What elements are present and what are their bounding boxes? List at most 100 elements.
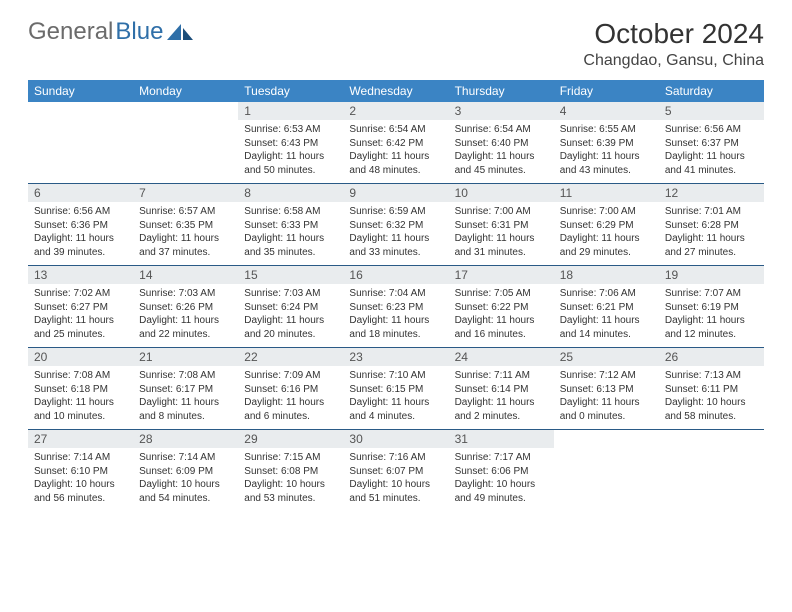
day-cell: 28Sunrise: 7:14 AMSunset: 6:09 PMDayligh… [133, 430, 238, 512]
day-cell: 21Sunrise: 7:08 AMSunset: 6:17 PMDayligh… [133, 348, 238, 430]
day-cell: 24Sunrise: 7:11 AMSunset: 6:14 PMDayligh… [449, 348, 554, 430]
day-cell [659, 430, 764, 512]
day-number: 6 [28, 184, 133, 202]
day-body: Sunrise: 7:05 AMSunset: 6:22 PMDaylight:… [449, 284, 554, 347]
day-number: 3 [449, 102, 554, 120]
calendar-table: Sunday Monday Tuesday Wednesday Thursday… [28, 80, 764, 511]
day-cell: 12Sunrise: 7:01 AMSunset: 6:28 PMDayligh… [659, 184, 764, 266]
day-number: 30 [343, 430, 448, 448]
day-number: 10 [449, 184, 554, 202]
day-cell: 22Sunrise: 7:09 AMSunset: 6:16 PMDayligh… [238, 348, 343, 430]
day-body: Sunrise: 7:00 AMSunset: 6:29 PMDaylight:… [554, 202, 659, 265]
week-row: 20Sunrise: 7:08 AMSunset: 6:18 PMDayligh… [28, 348, 764, 430]
location-subtitle: Changdao, Gansu, China [583, 52, 764, 70]
day-cell: 7Sunrise: 6:57 AMSunset: 6:35 PMDaylight… [133, 184, 238, 266]
day-cell: 26Sunrise: 7:13 AMSunset: 6:11 PMDayligh… [659, 348, 764, 430]
day-number: 13 [28, 266, 133, 284]
header: GeneralBlue October 2024 Changdao, Gansu… [28, 18, 764, 70]
day-body: Sunrise: 6:54 AMSunset: 6:42 PMDaylight:… [343, 120, 448, 183]
day-cell: 9Sunrise: 6:59 AMSunset: 6:32 PMDaylight… [343, 184, 448, 266]
dayhead-fri: Friday [554, 80, 659, 102]
week-row: 1Sunrise: 6:53 AMSunset: 6:43 PMDaylight… [28, 102, 764, 184]
day-number: 22 [238, 348, 343, 366]
dayhead-mon: Monday [133, 80, 238, 102]
day-number: 5 [659, 102, 764, 120]
day-cell: 8Sunrise: 6:58 AMSunset: 6:33 PMDaylight… [238, 184, 343, 266]
day-number: 27 [28, 430, 133, 448]
day-cell: 16Sunrise: 7:04 AMSunset: 6:23 PMDayligh… [343, 266, 448, 348]
day-body: Sunrise: 7:14 AMSunset: 6:10 PMDaylight:… [28, 448, 133, 511]
day-cell [28, 102, 133, 184]
day-number: 4 [554, 102, 659, 120]
logo-sail-icon [167, 22, 195, 42]
day-body: Sunrise: 7:11 AMSunset: 6:14 PMDaylight:… [449, 366, 554, 429]
dayhead-sat: Saturday [659, 80, 764, 102]
week-row: 27Sunrise: 7:14 AMSunset: 6:10 PMDayligh… [28, 430, 764, 512]
day-body: Sunrise: 7:17 AMSunset: 6:06 PMDaylight:… [449, 448, 554, 511]
day-body: Sunrise: 7:13 AMSunset: 6:11 PMDaylight:… [659, 366, 764, 429]
day-number: 28 [133, 430, 238, 448]
day-cell: 6Sunrise: 6:56 AMSunset: 6:36 PMDaylight… [28, 184, 133, 266]
day-cell: 25Sunrise: 7:12 AMSunset: 6:13 PMDayligh… [554, 348, 659, 430]
day-cell: 13Sunrise: 7:02 AMSunset: 6:27 PMDayligh… [28, 266, 133, 348]
day-body: Sunrise: 7:10 AMSunset: 6:15 PMDaylight:… [343, 366, 448, 429]
day-body: Sunrise: 6:54 AMSunset: 6:40 PMDaylight:… [449, 120, 554, 183]
day-body: Sunrise: 6:55 AMSunset: 6:39 PMDaylight:… [554, 120, 659, 183]
day-number: 25 [554, 348, 659, 366]
day-cell: 18Sunrise: 7:06 AMSunset: 6:21 PMDayligh… [554, 266, 659, 348]
logo: GeneralBlue [28, 18, 195, 46]
day-number: 16 [343, 266, 448, 284]
day-number: 29 [238, 430, 343, 448]
day-number: 2 [343, 102, 448, 120]
day-number: 31 [449, 430, 554, 448]
day-body: Sunrise: 7:14 AMSunset: 6:09 PMDaylight:… [133, 448, 238, 511]
day-number: 12 [659, 184, 764, 202]
day-body: Sunrise: 7:02 AMSunset: 6:27 PMDaylight:… [28, 284, 133, 347]
day-number: 20 [28, 348, 133, 366]
day-body: Sunrise: 7:12 AMSunset: 6:13 PMDaylight:… [554, 366, 659, 429]
day-cell: 4Sunrise: 6:55 AMSunset: 6:39 PMDaylight… [554, 102, 659, 184]
day-body: Sunrise: 7:08 AMSunset: 6:17 PMDaylight:… [133, 366, 238, 429]
day-cell: 1Sunrise: 6:53 AMSunset: 6:43 PMDaylight… [238, 102, 343, 184]
day-cell: 14Sunrise: 7:03 AMSunset: 6:26 PMDayligh… [133, 266, 238, 348]
day-number: 9 [343, 184, 448, 202]
day-body: Sunrise: 7:15 AMSunset: 6:08 PMDaylight:… [238, 448, 343, 511]
day-cell: 3Sunrise: 6:54 AMSunset: 6:40 PMDaylight… [449, 102, 554, 184]
day-cell: 17Sunrise: 7:05 AMSunset: 6:22 PMDayligh… [449, 266, 554, 348]
day-number: 11 [554, 184, 659, 202]
day-cell: 10Sunrise: 7:00 AMSunset: 6:31 PMDayligh… [449, 184, 554, 266]
day-body: Sunrise: 7:04 AMSunset: 6:23 PMDaylight:… [343, 284, 448, 347]
logo-word1: General [28, 18, 113, 46]
day-number: 18 [554, 266, 659, 284]
day-header-row: Sunday Monday Tuesday Wednesday Thursday… [28, 80, 764, 102]
day-number: 15 [238, 266, 343, 284]
day-body: Sunrise: 6:58 AMSunset: 6:33 PMDaylight:… [238, 202, 343, 265]
week-row: 6Sunrise: 6:56 AMSunset: 6:36 PMDaylight… [28, 184, 764, 266]
day-number: 14 [133, 266, 238, 284]
logo-word2: Blue [115, 18, 163, 46]
dayhead-tue: Tuesday [238, 80, 343, 102]
day-number: 19 [659, 266, 764, 284]
day-number: 26 [659, 348, 764, 366]
dayhead-thu: Thursday [449, 80, 554, 102]
day-cell [133, 102, 238, 184]
day-body: Sunrise: 6:56 AMSunset: 6:36 PMDaylight:… [28, 202, 133, 265]
day-cell: 29Sunrise: 7:15 AMSunset: 6:08 PMDayligh… [238, 430, 343, 512]
day-number: 7 [133, 184, 238, 202]
day-body: Sunrise: 7:08 AMSunset: 6:18 PMDaylight:… [28, 366, 133, 429]
day-body: Sunrise: 6:56 AMSunset: 6:37 PMDaylight:… [659, 120, 764, 183]
week-row: 13Sunrise: 7:02 AMSunset: 6:27 PMDayligh… [28, 266, 764, 348]
title-block: October 2024 Changdao, Gansu, China [583, 18, 764, 70]
day-cell: 31Sunrise: 7:17 AMSunset: 6:06 PMDayligh… [449, 430, 554, 512]
day-body: Sunrise: 6:57 AMSunset: 6:35 PMDaylight:… [133, 202, 238, 265]
day-body: Sunrise: 7:00 AMSunset: 6:31 PMDaylight:… [449, 202, 554, 265]
day-cell: 27Sunrise: 7:14 AMSunset: 6:10 PMDayligh… [28, 430, 133, 512]
day-number: 23 [343, 348, 448, 366]
day-body: Sunrise: 6:59 AMSunset: 6:32 PMDaylight:… [343, 202, 448, 265]
day-cell: 15Sunrise: 7:03 AMSunset: 6:24 PMDayligh… [238, 266, 343, 348]
day-body: Sunrise: 7:09 AMSunset: 6:16 PMDaylight:… [238, 366, 343, 429]
day-body: Sunrise: 6:53 AMSunset: 6:43 PMDaylight:… [238, 120, 343, 183]
day-body: Sunrise: 7:06 AMSunset: 6:21 PMDaylight:… [554, 284, 659, 347]
day-body: Sunrise: 7:16 AMSunset: 6:07 PMDaylight:… [343, 448, 448, 511]
day-cell: 19Sunrise: 7:07 AMSunset: 6:19 PMDayligh… [659, 266, 764, 348]
